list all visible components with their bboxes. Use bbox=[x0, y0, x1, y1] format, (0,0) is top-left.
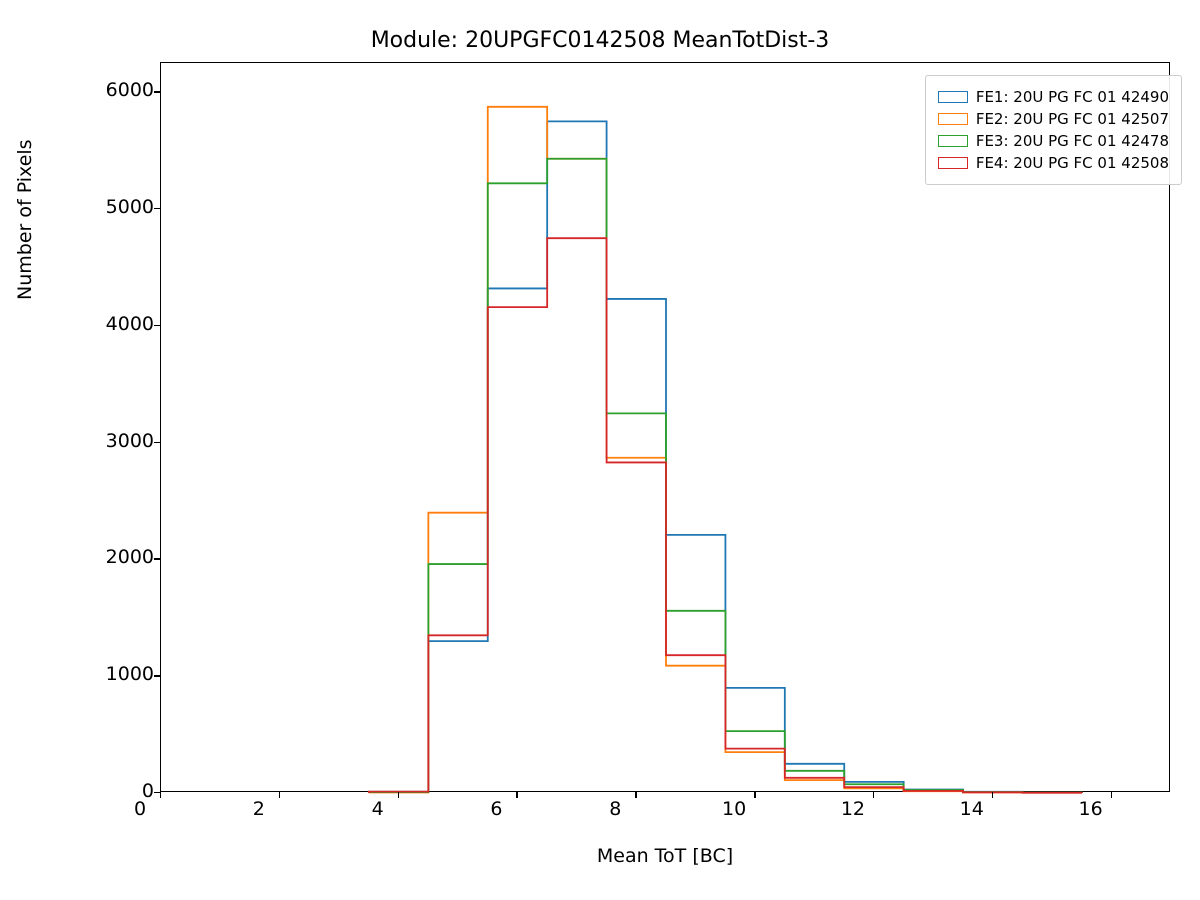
x-tick-mark-14 bbox=[992, 792, 993, 798]
legend-swatch-fe3 bbox=[938, 135, 968, 147]
x-tick-label-4: 4 bbox=[358, 798, 398, 820]
x-tick-label-12: 12 bbox=[833, 798, 873, 820]
y-tick-label-2000: 2000 bbox=[64, 546, 154, 568]
x-tick-mark-16 bbox=[1111, 792, 1112, 798]
legend-row-0: FE1: 20U PG FC 01 42490 bbox=[938, 88, 1169, 106]
y-tick-mark-4000 bbox=[154, 325, 160, 326]
x-tick-mark-4 bbox=[398, 792, 399, 798]
x-tick-mark-2 bbox=[279, 792, 280, 798]
y-tick-label-1000: 1000 bbox=[64, 663, 154, 685]
legend-row-2: FE3: 20U PG FC 01 42478 bbox=[938, 132, 1169, 150]
y-tick-label-6000: 6000 bbox=[64, 79, 154, 101]
y-tick-label-3000: 3000 bbox=[64, 430, 154, 452]
x-tick-mark-8 bbox=[635, 792, 636, 798]
x-tick-label-6: 6 bbox=[476, 798, 516, 820]
x-tick-label-14: 14 bbox=[952, 798, 992, 820]
x-tick-label-10: 10 bbox=[714, 798, 754, 820]
x-tick-label-8: 8 bbox=[595, 798, 635, 820]
y-tick-label-5000: 5000 bbox=[64, 196, 154, 218]
legend-label-fe3: FE3: 20U PG FC 01 42478 bbox=[976, 132, 1169, 150]
y-tick-mark-1000 bbox=[154, 675, 160, 676]
legend-label-fe2: FE2: 20U PG FC 01 42507 bbox=[976, 110, 1169, 128]
legend-row-3: FE4: 20U PG FC 01 42508 bbox=[938, 154, 1169, 172]
legend-box[interactable]: FE1: 20U PG FC 01 42490 FE2: 20U PG FC 0… bbox=[925, 75, 1182, 185]
x-tick-label-2: 2 bbox=[239, 798, 279, 820]
chart-container: Module: 20UPGFC0142508 MeanTotDist-3 Num… bbox=[0, 0, 1200, 900]
x-tick-mark-12 bbox=[873, 792, 874, 798]
legend-swatch-fe4 bbox=[938, 157, 968, 169]
legend-swatch-fe2 bbox=[938, 113, 968, 125]
y-tick-label-4000: 4000 bbox=[64, 313, 154, 335]
x-tick-mark-6 bbox=[516, 792, 517, 798]
x-tick-mark-10 bbox=[754, 792, 755, 798]
y-tick-mark-5000 bbox=[154, 208, 160, 209]
y-tick-mark-3000 bbox=[154, 442, 160, 443]
x-tick-mark-0 bbox=[160, 792, 161, 798]
y-tick-mark-2000 bbox=[154, 558, 160, 559]
series-line-fe4 bbox=[369, 238, 1082, 793]
chart-title: Module: 20UPGFC0142508 MeanTotDist-3 bbox=[0, 28, 1200, 53]
legend-label-fe4: FE4: 20U PG FC 01 42508 bbox=[976, 154, 1169, 172]
legend-label-fe1: FE1: 20U PG FC 01 42490 bbox=[976, 88, 1169, 106]
x-tick-label-16: 16 bbox=[1071, 798, 1111, 820]
x-tick-label-0: 0 bbox=[120, 798, 160, 820]
legend-swatch-fe1 bbox=[938, 91, 968, 103]
y-tick-mark-6000 bbox=[154, 91, 160, 92]
y-axis-label: Number of Pixels bbox=[14, 139, 36, 300]
x-axis-label: Mean ToT [BC] bbox=[160, 845, 1170, 867]
legend-row-1: FE2: 20U PG FC 01 42507 bbox=[938, 110, 1169, 128]
